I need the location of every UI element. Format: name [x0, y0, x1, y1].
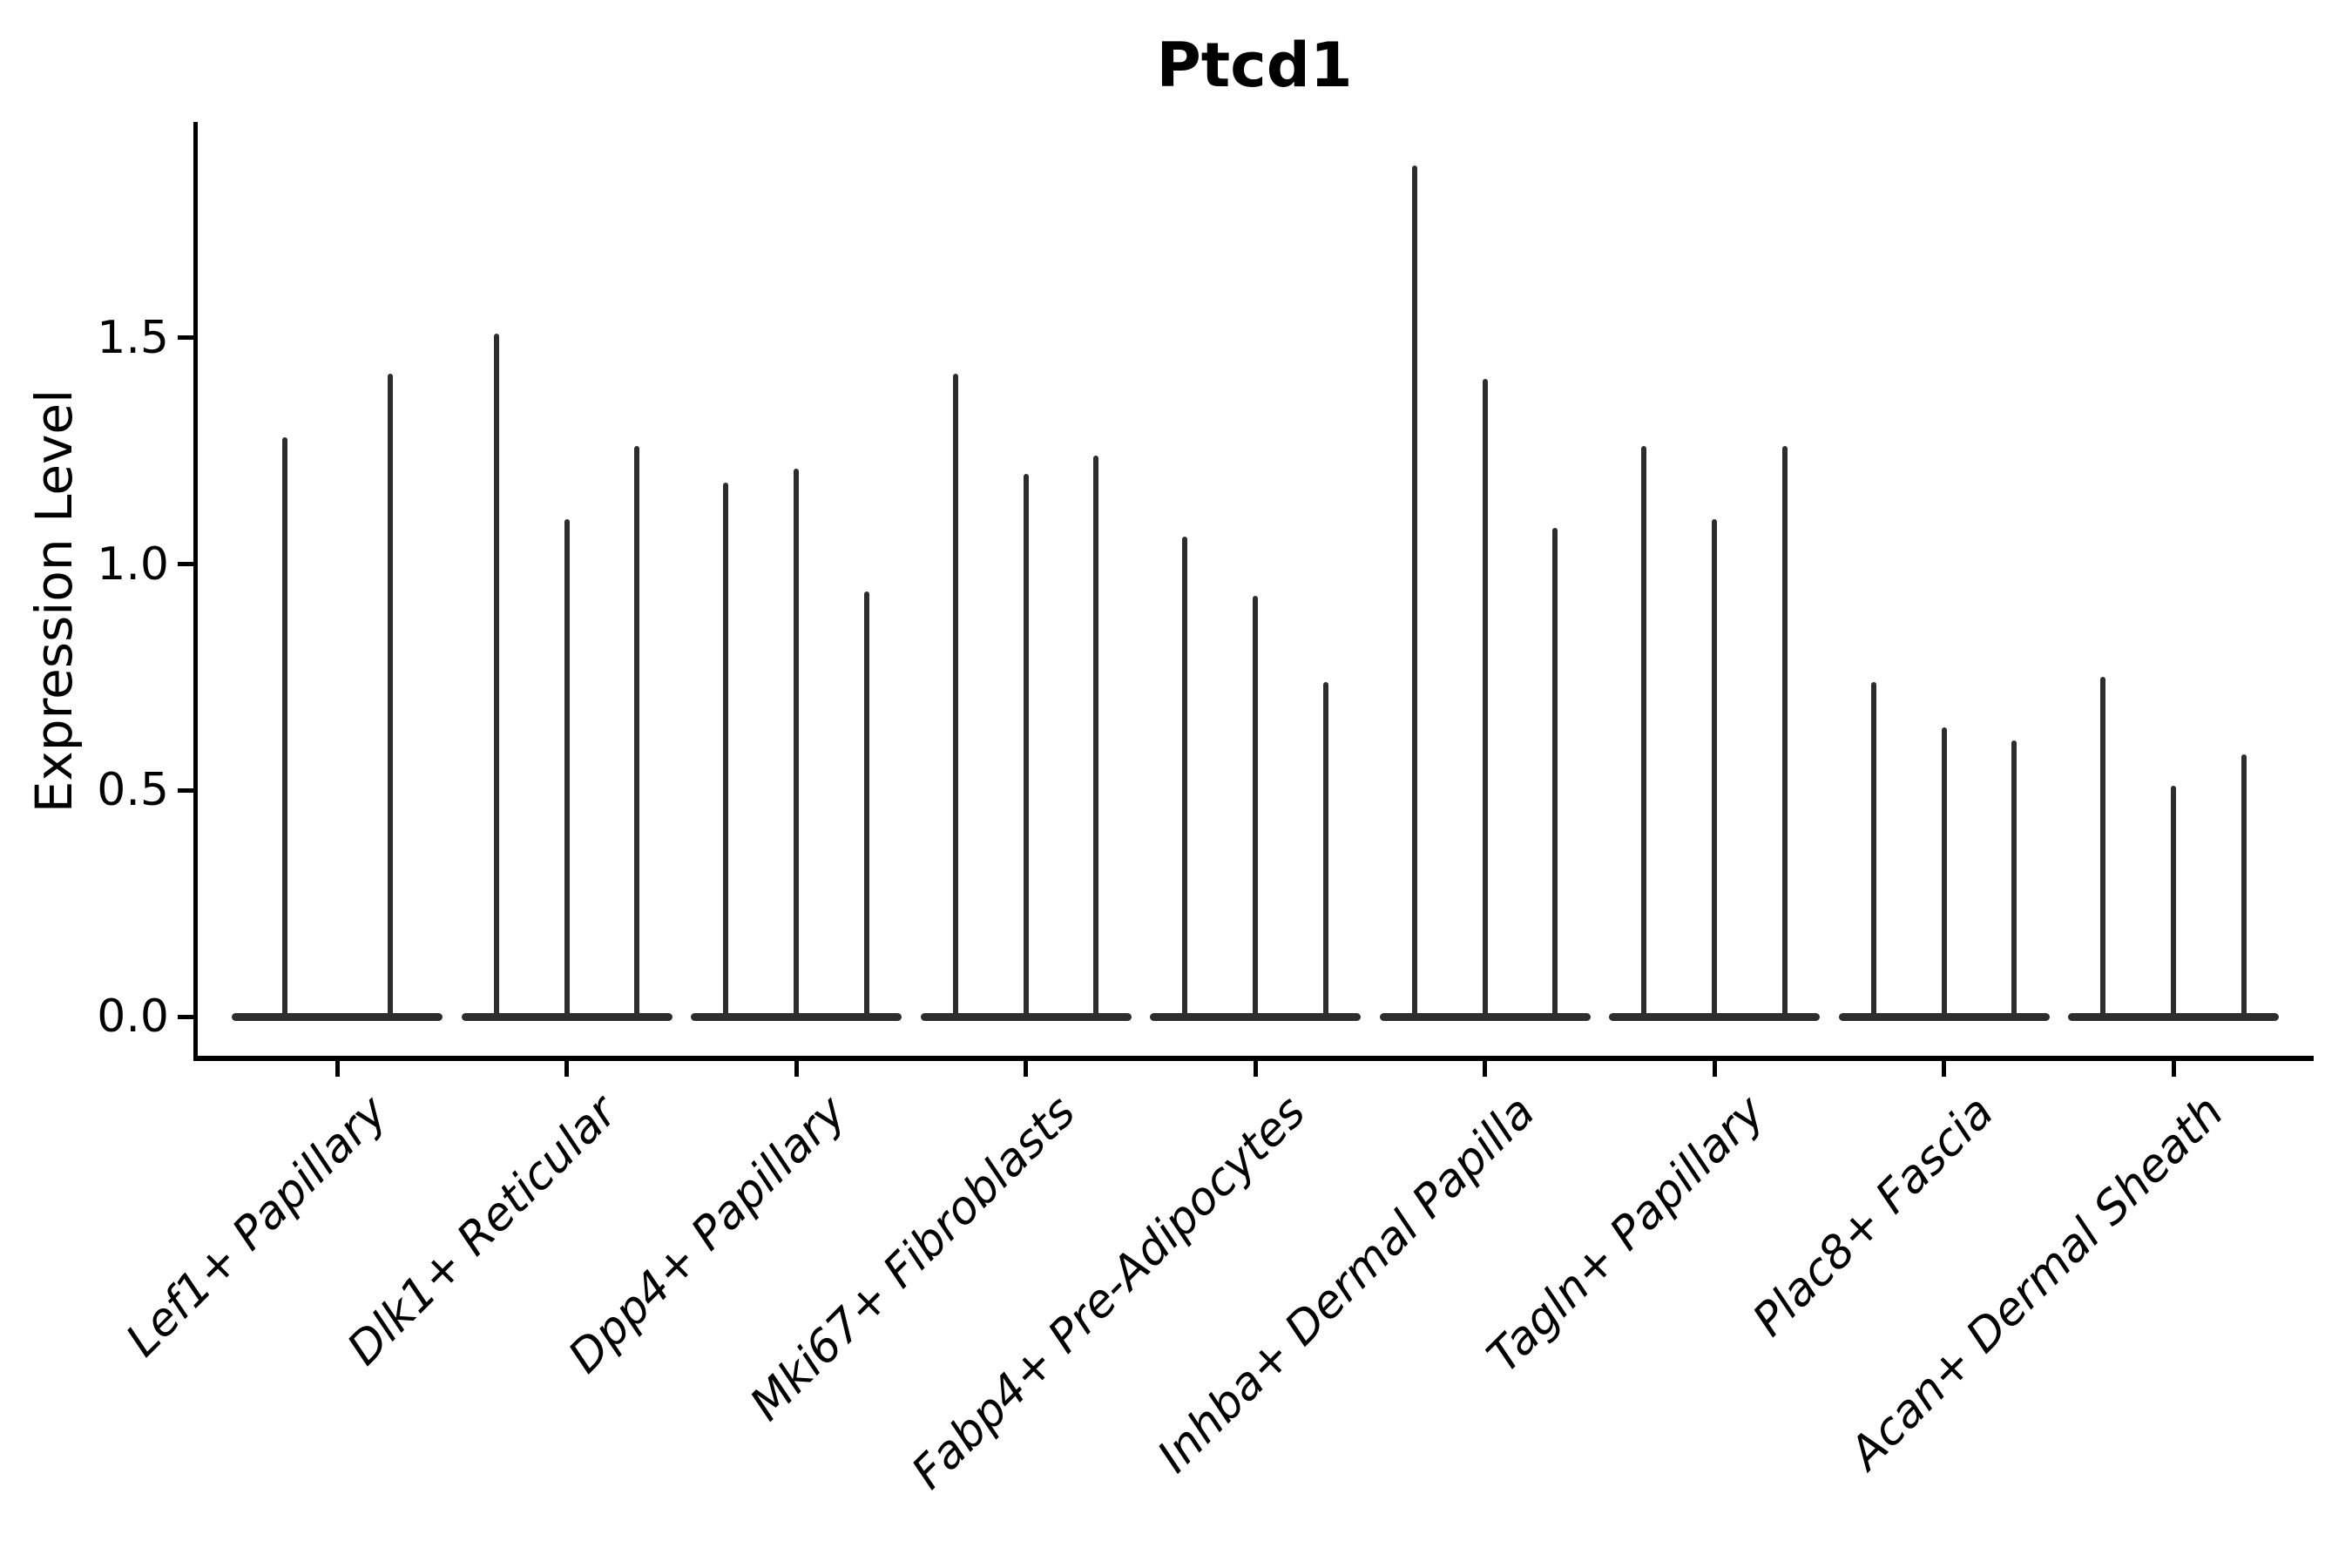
y-axis-label: Expression Level: [24, 389, 84, 814]
violin-spike: [634, 446, 640, 1021]
y-axis-tick: [178, 562, 193, 566]
y-axis-tick: [178, 1014, 193, 1019]
violin-spike: [564, 518, 570, 1021]
violin-spike: [863, 591, 869, 1021]
violin-body: [232, 1012, 443, 1021]
x-axis-tick: [1483, 1061, 1487, 1077]
violin-spike: [281, 437, 287, 1021]
y-axis-tick-label: 1.5: [97, 311, 169, 364]
violin-spike: [1023, 473, 1029, 1021]
y-axis-spine: [193, 122, 198, 1061]
x-axis-spine: [193, 1056, 2314, 1061]
y-axis-tick-label: 0.5: [97, 764, 169, 817]
violin-spike: [2011, 740, 2017, 1021]
violin-spike: [952, 374, 958, 1021]
x-axis-tick-label: Plac8+ Fascia: [1743, 1085, 2004, 1347]
violin-spike: [1712, 518, 1717, 1021]
violin-spike: [1322, 681, 1328, 1021]
y-axis-tick-label: 1.0: [97, 537, 169, 591]
violin-spike: [1552, 527, 1558, 1021]
violin-spike: [1941, 727, 1947, 1021]
violin-spike: [794, 469, 799, 1021]
violin-spike: [2100, 677, 2106, 1021]
violin-spike: [1781, 446, 1788, 1021]
violin-spike: [1482, 378, 1488, 1021]
violin-spike: [2240, 754, 2247, 1021]
x-axis-tick: [1942, 1061, 1946, 1077]
plot-title: Ptcd1: [1156, 30, 1353, 101]
violin-spike: [1253, 595, 1258, 1021]
x-axis-tick-label: Inhba+ Dermal Papilla: [1147, 1085, 1545, 1484]
violin-spike: [387, 374, 393, 1021]
x-axis-tick-label: Acan+ Dermal Sheath: [1840, 1085, 2234, 1480]
y-axis-tick-label: 0.0: [97, 990, 169, 1043]
violin-spike: [1182, 537, 1188, 1021]
x-axis-tick-label: Fabp4+ Pre-Adipocytes: [902, 1085, 1316, 1500]
violin-spike: [1641, 446, 1647, 1021]
violin-spike: [2171, 786, 2176, 1021]
violin-spike: [723, 482, 729, 1021]
x-axis-tick: [564, 1061, 569, 1077]
violin-spike: [1411, 166, 1417, 1021]
violin-spike: [493, 333, 499, 1021]
x-axis-tick: [335, 1061, 340, 1077]
x-axis-tick: [1024, 1061, 1028, 1077]
x-axis-tick: [1712, 1061, 1717, 1077]
violin-spike: [1870, 681, 1876, 1021]
x-axis-tick: [794, 1061, 799, 1077]
violin-spike: [1093, 455, 1099, 1021]
x-axis-tick: [2171, 1061, 2176, 1077]
y-axis-tick: [178, 335, 193, 341]
x-axis-tick: [1253, 1061, 1258, 1077]
y-axis-tick: [178, 787, 193, 793]
